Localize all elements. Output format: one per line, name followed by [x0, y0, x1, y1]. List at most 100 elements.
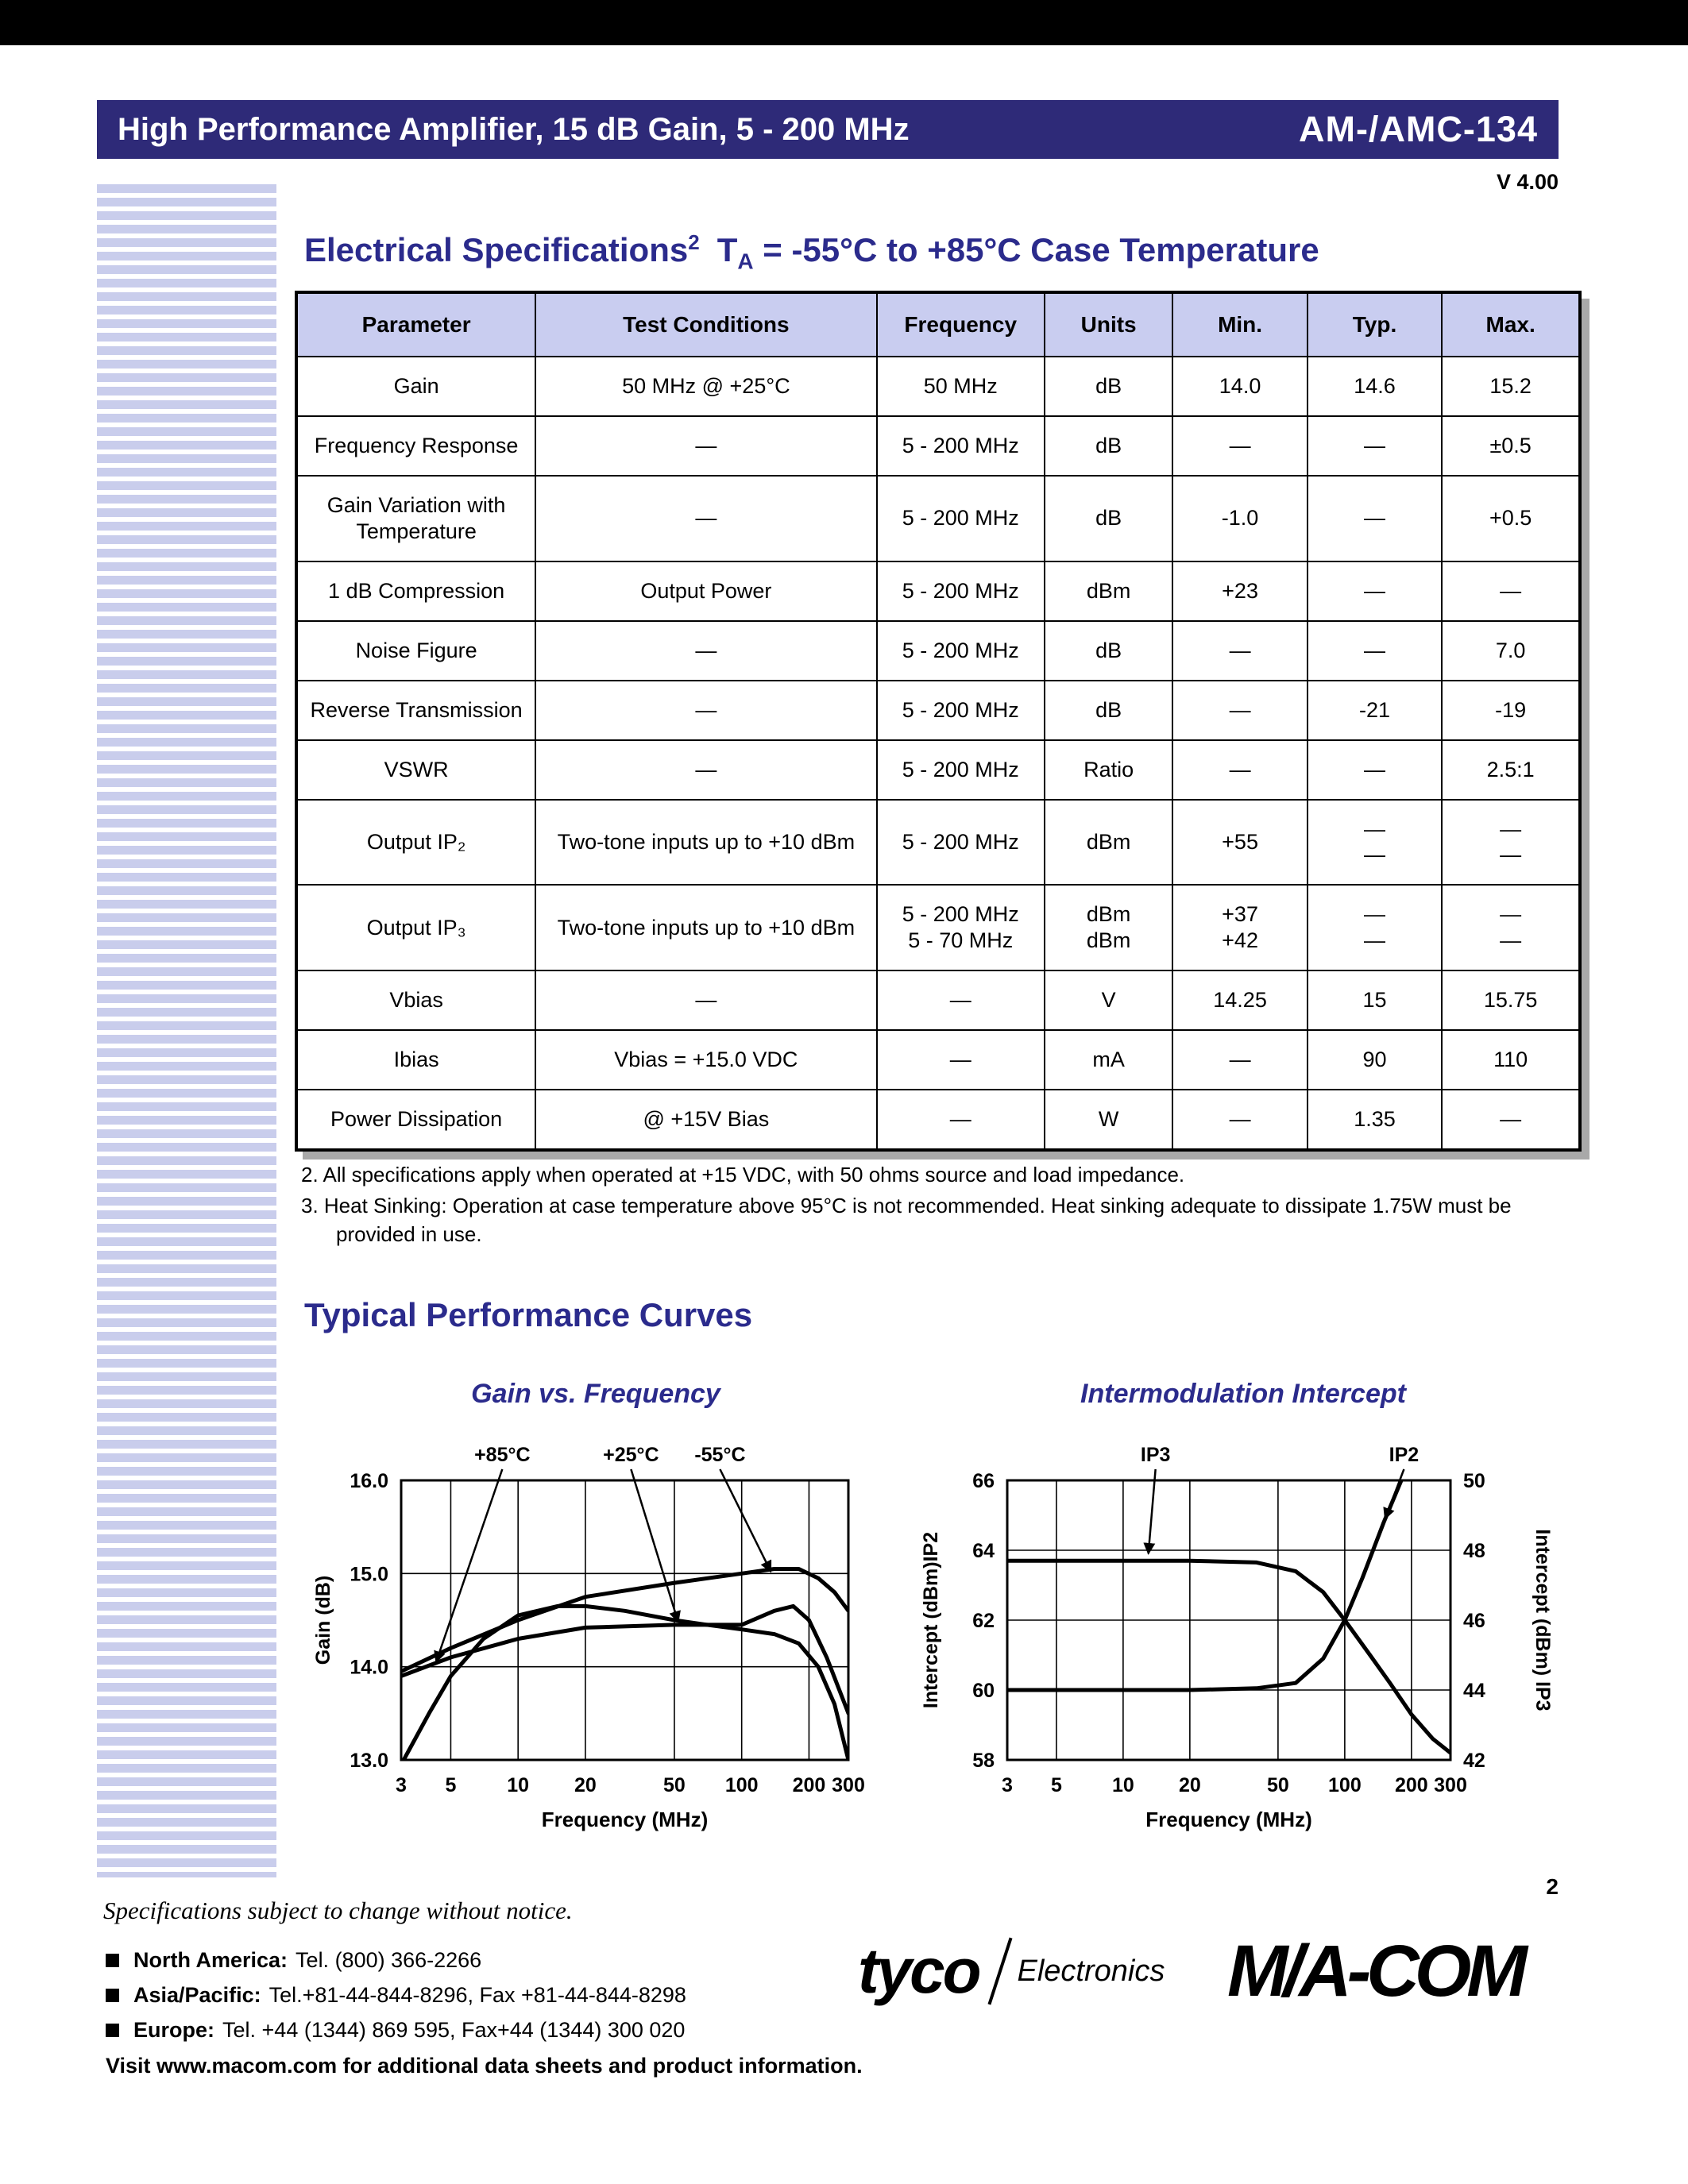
footnotes: 2. All specifications apply when operate…	[301, 1161, 1564, 1252]
table-cell: dB	[1043, 619, 1174, 681]
table-cell: Output IP₂	[295, 798, 537, 886]
tyco-electronics-logo: tyco Electronics	[858, 1935, 1165, 2008]
table-cell: +23	[1172, 560, 1308, 622]
svg-text:5: 5	[1051, 1774, 1062, 1796]
table-cell: Vbias	[295, 970, 537, 1032]
table-cell: 5 - 200 MHz 5 - 70 MHz	[875, 884, 1045, 972]
table-cell: V	[1043, 970, 1174, 1032]
macom-logo: M/A-COM	[1227, 1931, 1528, 2012]
table-cell: 15.2	[1441, 356, 1580, 417]
side-stripes-decoration	[97, 184, 276, 1877]
table-cell: —	[1306, 415, 1443, 477]
footnote: 3. Heat Sinking: Operation at case tempe…	[301, 1193, 1512, 1246]
table-cell: Reverse Transmission	[295, 679, 537, 741]
spec-heading-superscript: 2	[688, 230, 700, 254]
table-cell: W	[1043, 1089, 1174, 1151]
table-cell: —	[1172, 739, 1308, 801]
tyco-logo-slash-icon	[987, 1937, 1012, 2005]
table-cell: Gain Variation with Temperature	[295, 474, 537, 562]
table-cell: 5 - 200 MHz	[875, 560, 1045, 622]
svg-text:3: 3	[1002, 1774, 1013, 1796]
table-cell: dBm dBm	[1043, 884, 1174, 972]
svg-text:42: 42	[1463, 1750, 1485, 1772]
column-header: Min.	[1172, 292, 1308, 357]
table-cell: 5 - 200 MHz	[875, 739, 1045, 801]
svg-text:100: 100	[1328, 1774, 1362, 1796]
contact-info: Tel. +44 (1344) 869 595, Fax+44 (1344) 3…	[222, 2017, 686, 2042]
table-cell: Two-tone inputs up to +10 dBm	[535, 798, 878, 886]
table-header-row: Parameter Test Conditions Frequency Units Mi…	[295, 292, 1580, 357]
page-number: 2	[1546, 1874, 1559, 1899]
table-cell: 7.0	[1441, 619, 1580, 681]
table-cell: Ratio	[1043, 739, 1174, 801]
table-cell: —	[535, 679, 878, 741]
table-cell: 5 - 200 MHz	[875, 415, 1045, 477]
table-row: Output IP₂ Two-tone inputs up to +10 dBm 5…	[295, 798, 1580, 886]
spec-heading-text: Electrical Specifications	[304, 231, 689, 268]
annotation-label: +85°C	[474, 1444, 530, 1466]
table-cell: —	[1441, 560, 1580, 622]
table-cell: 1 dB Compression	[295, 560, 537, 622]
table-cell: —	[1172, 1089, 1308, 1151]
svg-text:10: 10	[507, 1774, 529, 1796]
spec-table-container: Parameter Test Conditions Frequency Units Mi…	[295, 291, 1582, 1152]
top-black-bar	[0, 0, 1688, 45]
contact-item: North America: Tel. (800) 366-2266	[106, 1943, 686, 1978]
svg-text:300: 300	[832, 1774, 865, 1796]
curves-heading: Typical Performance Curves	[304, 1296, 753, 1333]
annotation-arrow-icon	[1383, 1468, 1405, 1520]
svg-text:20: 20	[1179, 1774, 1201, 1796]
table-cell: —	[1306, 560, 1443, 622]
table-cell: 15.75	[1441, 970, 1580, 1032]
annotation-label: IP3	[1141, 1444, 1171, 1466]
table-cell: —	[535, 474, 878, 562]
table-cell: +55	[1172, 798, 1308, 886]
table-cell: Output Power	[535, 560, 878, 622]
contact-region: Europe:	[133, 2017, 215, 2042]
contact-info: Tel. (800) 366-2266	[295, 1947, 482, 1972]
svg-text:50: 50	[1463, 1470, 1485, 1492]
table-cell: 5 - 200 MHz	[875, 619, 1045, 681]
table-row: Ibias Vbias = +15.0 VDC — mA —90 110	[295, 1029, 1580, 1091]
table-row: 1 dB Compression Output Power 5 - 200 MHz d…	[295, 560, 1580, 622]
visit-line: Visit www.macom.com for additional data …	[106, 2054, 863, 2078]
svg-text:50: 50	[663, 1774, 686, 1796]
series-IP3	[1006, 1558, 1451, 1755]
header-bar: High Performance Amplifier, 15 dB Gain, …	[97, 100, 1559, 159]
column-header: Test Conditions	[535, 292, 878, 357]
contact-item: Europe: Tel. +44 (1344) 869 595, Fax+44 (…	[106, 2012, 686, 2047]
svg-text:3: 3	[396, 1774, 407, 1796]
svg-text:62: 62	[972, 1610, 995, 1632]
page-title: High Performance Amplifier, 15 dB Gain, …	[118, 111, 910, 147]
table-cell: 50 MHz @ +25°C	[535, 356, 878, 417]
column-header: Parameter	[295, 292, 537, 357]
table-cell: —	[1172, 415, 1308, 477]
svg-text:60: 60	[972, 1680, 995, 1702]
gain-chart-title: Gain vs. Frequency	[471, 1379, 720, 1409]
table-cell: 2.5:1	[1441, 739, 1580, 801]
spec-heading-temp-range: = -55°C to +85°C Case Temperature	[753, 231, 1319, 268]
table-row: Vbias — — V 14.25 15 15.75	[295, 970, 1580, 1032]
annotation-arrow-icon	[719, 1468, 772, 1573]
table-cell: 50 MHz	[875, 356, 1045, 417]
table-cell: dB	[1043, 474, 1174, 562]
svg-text:200: 200	[793, 1774, 826, 1796]
table-cell: 90	[1306, 1029, 1443, 1091]
table-cell: -21	[1306, 679, 1443, 741]
table-row: Output IP₃ Two-tone inputs up to +10 dBm 5…	[295, 884, 1580, 972]
svg-text:Gain (dB): Gain (dB)	[312, 1576, 334, 1665]
svg-text:44: 44	[1463, 1680, 1485, 1702]
svg-text:48: 48	[1463, 1540, 1485, 1562]
table-cell: —	[875, 1089, 1045, 1151]
annotation-label: IP2	[1389, 1444, 1420, 1466]
svg-text:20: 20	[574, 1774, 597, 1796]
table-cell: —	[1441, 1089, 1580, 1151]
annotation-arrow-icon	[434, 1468, 504, 1664]
table-cell: mA	[1043, 1029, 1174, 1091]
bullet-square-icon	[106, 1953, 119, 1967]
table-cell: Ibias	[295, 1029, 537, 1091]
table-cell: Frequency Response	[295, 415, 537, 477]
part-number: AM-/AMC-134	[1298, 109, 1538, 149]
svg-text:100: 100	[725, 1774, 759, 1796]
table-cell: —	[1172, 679, 1308, 741]
